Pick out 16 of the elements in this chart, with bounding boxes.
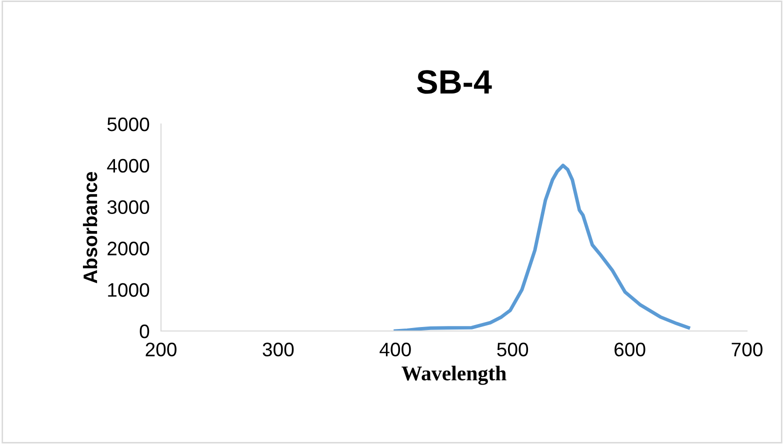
chart-title: SB-4 — [416, 70, 492, 94]
y-axis-title: Absorbance — [82, 172, 98, 284]
line-series — [394, 164, 690, 331]
y-tick-label: 5000 — [107, 117, 150, 132]
x-tick-label: 700 — [732, 342, 762, 356]
x-tick-label: 600 — [614, 342, 646, 356]
y-tick-label: 3000 — [107, 200, 150, 214]
x-tick-label: 400 — [380, 342, 411, 356]
y-tick-label: 1000 — [108, 283, 150, 297]
y-tick-label: 4000 — [107, 158, 150, 173]
y-tick-label: 0 — [140, 324, 150, 338]
x-tick-label: 500 — [497, 342, 528, 356]
x-axis-title: Wavelength — [402, 366, 506, 385]
y-tick-label: 2000 — [108, 242, 150, 256]
x-tick-label: 200 — [146, 342, 176, 356]
x-tick-label: 300 — [262, 342, 294, 356]
